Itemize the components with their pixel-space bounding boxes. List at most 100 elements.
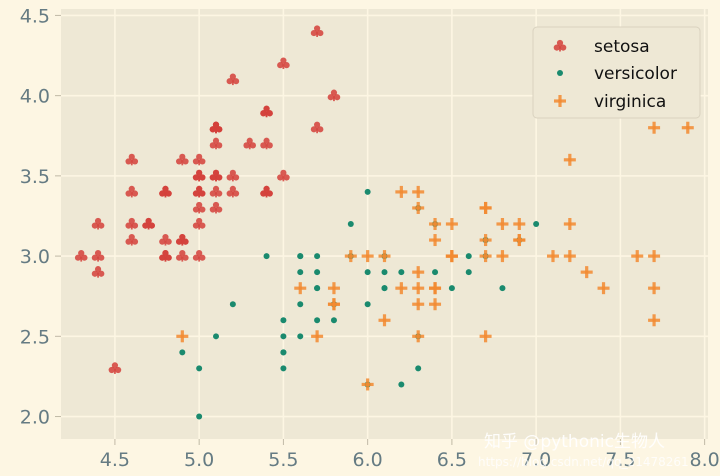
point-setosa <box>209 121 223 134</box>
point-virginica <box>378 250 391 263</box>
point-setosa <box>209 137 223 150</box>
point-versicolor <box>398 381 405 388</box>
point-versicolor <box>330 317 337 324</box>
point-setosa <box>192 185 206 198</box>
legend-label-versicolor: versicolor <box>594 64 677 84</box>
x-tick-label: 4.5 <box>100 449 130 471</box>
point-setosa <box>159 249 172 262</box>
y-tick-label: 4.5 <box>20 5 50 27</box>
point-versicolor <box>213 333 220 340</box>
point-setosa <box>192 201 206 214</box>
point-virginica <box>378 314 391 327</box>
axis-ticks: 4.5 5.0 5.5 6.0 6.5 7.0 7.5 8.0 2.0 2.5 3.0 3.5 4.0 4… <box>20 5 720 471</box>
point-versicolor <box>432 269 439 276</box>
point-setosa <box>226 169 240 182</box>
point-setosa <box>74 249 88 262</box>
point-versicolor <box>297 253 304 260</box>
point-virginica <box>429 298 442 311</box>
point-versicolor <box>297 333 304 340</box>
point-setosa <box>159 185 172 198</box>
point-versicolor <box>314 317 321 324</box>
point-virginica <box>395 282 408 295</box>
point-virginica <box>648 250 661 263</box>
point-virginica <box>648 121 661 134</box>
point-versicolor <box>465 253 472 260</box>
point-versicolor <box>381 269 388 276</box>
point-virginica <box>429 218 442 230</box>
point-setosa <box>192 249 206 262</box>
point-versicolor <box>280 349 287 356</box>
point-virginica <box>412 282 425 295</box>
point-setosa <box>142 217 155 230</box>
point-setosa <box>260 185 273 198</box>
point-versicolor <box>314 269 321 276</box>
point-setosa <box>176 249 189 262</box>
point-virginica <box>176 330 189 343</box>
legend: setosa versicolor virginica <box>532 26 701 119</box>
point-virginica <box>597 282 610 295</box>
y-tick-label: 2.5 <box>20 326 50 348</box>
point-setosa <box>260 105 273 118</box>
point-virginica <box>445 218 458 230</box>
point-versicolor <box>347 221 354 227</box>
legend-box <box>532 26 701 119</box>
point-versicolor <box>448 285 455 292</box>
point-setosa <box>108 362 122 374</box>
point-versicolor <box>297 269 304 276</box>
point-setosa <box>310 25 324 37</box>
point-versicolor <box>280 365 287 372</box>
point-virginica <box>563 153 576 166</box>
point-virginica <box>648 282 661 295</box>
point-versicolor <box>364 269 371 276</box>
point-virginica <box>479 201 492 214</box>
point-versicolor <box>297 301 304 308</box>
y-tick-label: 4.0 <box>20 86 50 108</box>
point-virginica <box>479 234 492 247</box>
point-virginica <box>412 185 425 198</box>
point-setosa <box>277 57 290 70</box>
point-virginica <box>648 314 661 327</box>
point-setosa <box>176 233 189 246</box>
x-tick-label: 8.0 <box>690 449 720 471</box>
x-tick-label: 5.0 <box>184 449 214 471</box>
x-tick-label: 6.5 <box>437 449 467 471</box>
point-versicolor <box>314 285 321 292</box>
point-setosa <box>277 169 290 182</box>
point-setosa <box>91 249 105 262</box>
point-setosa <box>260 137 273 150</box>
point-virginica <box>327 282 340 295</box>
point-versicolor <box>533 221 540 227</box>
point-setosa <box>91 266 105 278</box>
point-virginica <box>496 218 509 230</box>
point-virginica <box>496 250 509 263</box>
point-virginica <box>311 330 324 343</box>
watermark-url: https://blog.csdn.net/qq_21478261 <box>478 455 689 469</box>
data-points <box>74 25 694 420</box>
point-setosa <box>192 153 206 166</box>
point-virginica <box>479 250 492 263</box>
point-versicolor <box>229 301 236 308</box>
point-virginica <box>412 330 425 343</box>
point-setosa <box>125 185 139 198</box>
legend-marker-virginica <box>554 95 566 107</box>
point-versicolor <box>381 285 388 292</box>
point-versicolor <box>499 285 506 292</box>
point-virginica <box>412 298 425 311</box>
point-setosa <box>192 169 206 182</box>
point-virginica <box>361 378 374 391</box>
legend-label-setosa: setosa <box>594 37 650 57</box>
point-setosa <box>226 73 240 86</box>
y-tick-label: 3.0 <box>20 246 50 268</box>
x-tick-label: 6.0 <box>353 449 383 471</box>
point-virginica <box>580 266 593 279</box>
legend-marker-point <box>554 95 566 107</box>
point-versicolor <box>364 188 371 195</box>
x-tick-label: 5.5 <box>268 449 298 471</box>
point-virginica <box>429 234 442 247</box>
point-virginica <box>563 218 576 230</box>
point-virginica <box>513 234 526 247</box>
point-versicolor <box>196 365 203 372</box>
point-virginica <box>412 266 425 279</box>
point-setosa <box>125 233 139 246</box>
